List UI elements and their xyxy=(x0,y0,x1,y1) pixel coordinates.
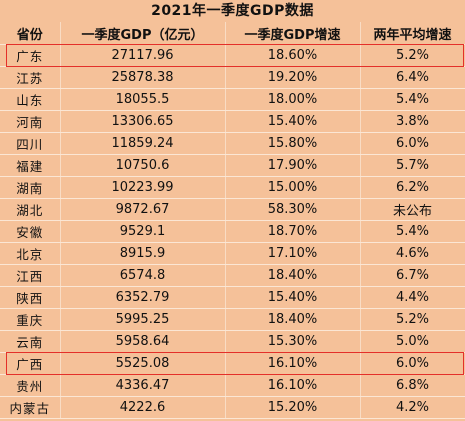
province-cell: 内蒙古 xyxy=(0,396,61,419)
table-row: 云南 5958.64 15.30% 5.0% xyxy=(0,330,465,353)
gdp-cell: 25878.38 xyxy=(60,66,226,89)
growth-cell: 19.20% xyxy=(225,66,361,89)
two-year-avg-cell: 5.2% xyxy=(360,44,465,67)
two-year-avg-cell: 4.4% xyxy=(360,286,465,309)
two-year-avg-cell: 5.0% xyxy=(360,330,465,353)
gdp-cell: 9529.1 xyxy=(60,220,226,243)
table-row: 陕西 6352.79 15.40% 4.4% xyxy=(0,286,465,309)
growth-cell: 18.70% xyxy=(225,220,361,243)
header-province: 省份 xyxy=(0,22,61,45)
gdp-cell: 10750.6 xyxy=(60,154,226,177)
growth-cell: 58.30% xyxy=(225,198,361,221)
two-year-avg-cell: 5.4% xyxy=(360,220,465,243)
header-two-year-avg: 两年平均增速 xyxy=(360,22,465,45)
gdp-cell: 4222.6 xyxy=(60,396,226,419)
growth-cell: 15.20% xyxy=(225,396,361,419)
province-cell: 河南 xyxy=(0,110,61,133)
two-year-avg-cell: 6.4% xyxy=(360,66,465,89)
two-year-avg-cell: 6.2% xyxy=(360,176,465,199)
gdp-cell: 8915.9 xyxy=(60,242,226,265)
province-cell: 陕西 xyxy=(0,286,61,309)
two-year-avg-cell: 6.0% xyxy=(360,132,465,155)
two-year-avg-cell: 6.7% xyxy=(360,264,465,287)
province-cell: 山东 xyxy=(0,88,61,111)
growth-cell: 18.60% xyxy=(225,44,361,67)
growth-cell: 15.40% xyxy=(225,286,361,309)
table-header-row: 省份 一季度GDP（亿元） 一季度GDP增速 两年平均增速 xyxy=(0,22,465,45)
gdp-cell: 18055.5 xyxy=(60,88,226,111)
two-year-avg-cell: 未公布 xyxy=(360,198,465,221)
table-row: 江苏 25878.38 19.20% 6.4% xyxy=(0,66,465,89)
two-year-avg-cell: 4.6% xyxy=(360,242,465,265)
province-cell: 广东 xyxy=(0,44,61,67)
growth-cell: 15.00% xyxy=(225,176,361,199)
gdp-cell: 10223.99 xyxy=(60,176,226,199)
gdp-cell: 4336.47 xyxy=(60,374,226,397)
gdp-cell: 27117.96 xyxy=(60,44,226,67)
table-row: 贵州 4336.47 16.10% 6.8% xyxy=(0,374,465,397)
province-cell: 江西 xyxy=(0,264,61,287)
province-cell: 广西 xyxy=(0,352,61,375)
table-row: 四川 11859.24 15.80% 6.0% xyxy=(0,132,465,155)
two-year-avg-cell: 6.0% xyxy=(360,352,465,375)
table-row: 内蒙古 4222.6 15.20% 4.2% xyxy=(0,396,465,419)
table-row: 湖南 10223.99 15.00% 6.2% xyxy=(0,176,465,199)
table-row: 福建 10750.6 17.90% 5.7% xyxy=(0,154,465,177)
growth-cell: 17.10% xyxy=(225,242,361,265)
province-cell: 江苏 xyxy=(0,66,61,89)
province-cell: 湖北 xyxy=(0,198,61,221)
province-cell: 贵州 xyxy=(0,374,61,397)
gdp-cell: 5525.08 xyxy=(60,352,226,375)
province-cell: 重庆 xyxy=(0,308,61,331)
growth-cell: 15.30% xyxy=(225,330,361,353)
gdp-cell: 5995.25 xyxy=(60,308,226,331)
table-body: 广东 27117.96 18.60% 5.2% 江苏 25878.38 19.20% 6.4%… xyxy=(0,44,465,419)
two-year-avg-cell: 3.8% xyxy=(360,110,465,133)
gdp-cell: 6352.79 xyxy=(60,286,226,309)
province-cell: 安徽 xyxy=(0,220,61,243)
two-year-avg-cell: 6.8% xyxy=(360,374,465,397)
two-year-avg-cell: 4.2% xyxy=(360,396,465,419)
table-row: 湖北 9872.67 58.30% 未公布 xyxy=(0,198,465,221)
growth-cell: 16.10% xyxy=(225,352,361,375)
table-row: 广东 27117.96 18.60% 5.2% xyxy=(0,44,465,67)
gdp-cell: 9872.67 xyxy=(60,198,226,221)
header-growth: 一季度GDP增速 xyxy=(225,22,361,45)
table-row: 广西 5525.08 16.10% 6.0% xyxy=(0,352,465,375)
table-row: 重庆 5995.25 18.40% 5.2% xyxy=(0,308,465,331)
gdp-cell: 11859.24 xyxy=(60,132,226,155)
table-row: 北京 8915.9 17.10% 4.6% xyxy=(0,242,465,265)
growth-cell: 15.80% xyxy=(225,132,361,155)
table-row: 江西 6574.8 18.40% 6.7% xyxy=(0,264,465,287)
growth-cell: 18.40% xyxy=(225,264,361,287)
gdp-table: 省份 一季度GDP（亿元） 一季度GDP增速 两年平均增速 广东 27117.96… xyxy=(0,22,465,419)
table-row: 山东 18055.5 18.00% 5.4% xyxy=(0,88,465,111)
growth-cell: 18.40% xyxy=(225,308,361,331)
growth-cell: 16.10% xyxy=(225,374,361,397)
province-cell: 云南 xyxy=(0,330,61,353)
two-year-avg-cell: 5.4% xyxy=(360,88,465,111)
table-title: 2021年一季度GDP数据 xyxy=(151,3,314,19)
header-gdp: 一季度GDP（亿元） xyxy=(60,22,226,45)
province-cell: 北京 xyxy=(0,242,61,265)
gdp-cell: 6574.8 xyxy=(60,264,226,287)
two-year-avg-cell: 5.2% xyxy=(360,308,465,331)
growth-cell: 18.00% xyxy=(225,88,361,111)
table-row: 河南 13306.65 15.40% 3.8% xyxy=(0,110,465,133)
gdp-cell: 13306.65 xyxy=(60,110,226,133)
growth-cell: 15.40% xyxy=(225,110,361,133)
growth-cell: 17.90% xyxy=(225,154,361,177)
gdp-cell: 5958.64 xyxy=(60,330,226,353)
table-row: 安徽 9529.1 18.70% 5.4% xyxy=(0,220,465,243)
province-cell: 福建 xyxy=(0,154,61,177)
province-cell: 四川 xyxy=(0,132,61,155)
two-year-avg-cell: 5.7% xyxy=(360,154,465,177)
province-cell: 湖南 xyxy=(0,176,61,199)
